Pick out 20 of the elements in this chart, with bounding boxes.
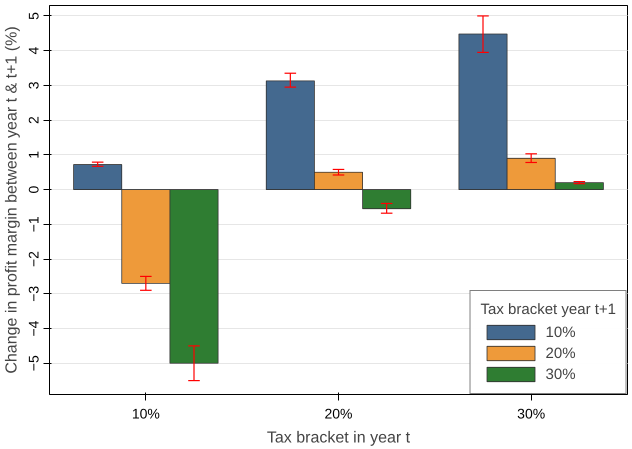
legend-title: Tax bracket year t+1: [480, 301, 616, 318]
legend-label: 30%: [546, 366, 576, 382]
x-tick-label: 10%: [132, 406, 160, 422]
y-tick-label: −2: [26, 250, 42, 268]
y-tick-label: −1: [26, 216, 42, 232]
y-tick-label: −5: [26, 355, 42, 372]
y-tick-label: 4: [26, 46, 42, 55]
y-tick-label: 0: [26, 185, 42, 194]
legend-label: 10%: [546, 324, 576, 340]
legend-label: 20%: [546, 344, 576, 362]
y-tick-label: 5: [26, 12, 42, 20]
y-tick-label: −4: [26, 320, 42, 336]
y-tick-label: −3: [26, 286, 42, 302]
x-tick-label: 30%: [517, 406, 546, 422]
x-tick-label: 20%: [324, 406, 353, 422]
y-tick-label: 3: [26, 81, 42, 90]
x-axis-title: Tax bracket in year t: [266, 430, 411, 446]
y-axis-title: Change in profit margin between year t & t+1 (%): [4, 26, 20, 374]
y-tick-label: 2: [26, 116, 42, 124]
y-tick-label: 1: [26, 150, 42, 159]
